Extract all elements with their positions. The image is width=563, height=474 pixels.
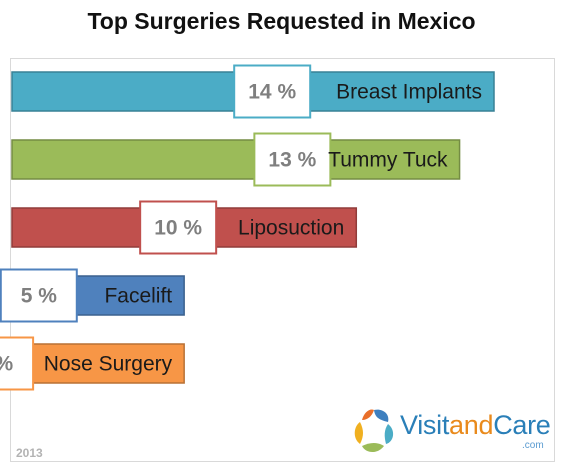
plot-area — [10, 58, 555, 462]
bar-tummy-tuck — [11, 139, 461, 180]
logo-domain: .com — [522, 440, 544, 451]
category-label: Liposuction — [238, 217, 344, 240]
value-label: 10 % — [154, 217, 202, 240]
value-label-box — [233, 64, 312, 119]
value-label-box — [0, 336, 35, 391]
value-label-box — [139, 200, 218, 255]
chart-title: Top Surgeries Requested in Mexico — [87, 8, 476, 34]
category-label: Tummy Tuck — [328, 149, 448, 172]
value-label: 5 % — [21, 285, 58, 308]
bar-nose-surgery — [11, 343, 185, 384]
value-label: 13 % — [268, 149, 316, 172]
value-label-box — [0, 268, 78, 323]
value-label-box — [253, 132, 332, 187]
category-label: Nose Surgery — [44, 353, 173, 376]
category-label: Facelift — [104, 285, 172, 308]
logo-flower-icon — [354, 409, 394, 452]
category-label: Breast Implants — [336, 81, 482, 104]
value-label: 14 % — [248, 81, 296, 104]
visitandcare-logo: VisitandCare .com — [350, 404, 551, 458]
year-label: 2013 — [16, 446, 43, 460]
value-label: 5 % — [0, 353, 14, 376]
logo-wordmark: VisitandCare — [400, 410, 551, 440]
